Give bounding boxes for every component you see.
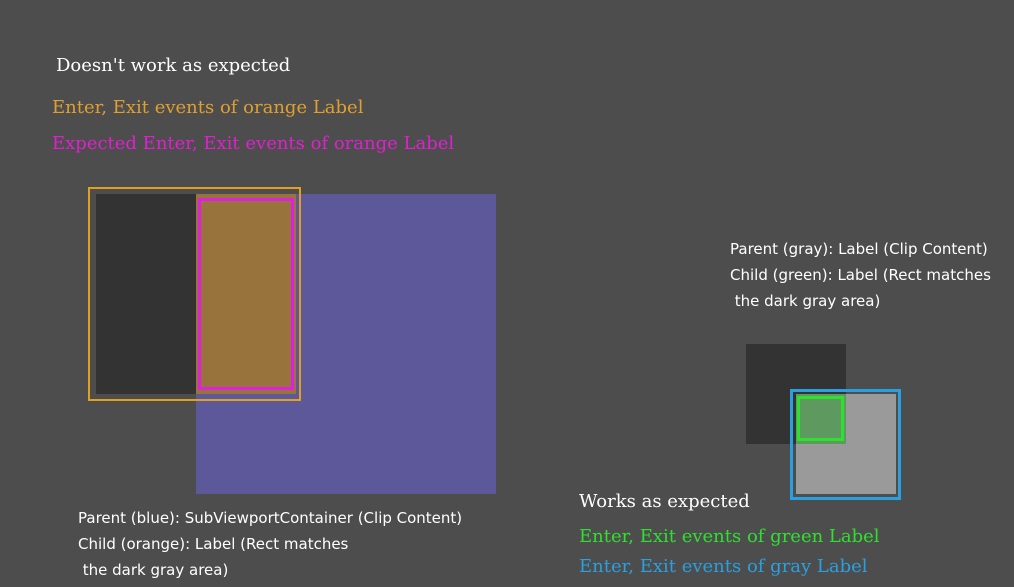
right-caption-line-2: Child (green): Label (Rect matches (730, 266, 991, 284)
legend-orange-label-events: Enter, Exit events of orange Label (52, 97, 364, 118)
right-caption-line-1: Parent (gray): Label (Clip Content) (730, 240, 988, 258)
left-caption-line-3: the dark gray area) (78, 561, 229, 579)
left-title: Doesn't work as expected (56, 55, 291, 76)
green-child-visible-part (796, 394, 846, 444)
dark-gray-area-left (96, 194, 196, 394)
right-caption-line-3: the dark gray area) (730, 292, 881, 310)
orange-child-visible-part (196, 194, 296, 394)
left-caption-line-1: Parent (blue): SubViewportContainer (Cli… (78, 509, 463, 527)
gray-label-events-outline (790, 389, 901, 500)
legend-gray-label-events: Enter, Exit events of gray Label (579, 556, 868, 577)
legend-expected-orange-label-events: Expected Enter, Exit events of orange La… (52, 133, 455, 154)
green-label-events-outline (797, 396, 844, 441)
expected-events-outline (198, 198, 294, 390)
left-caption-line-2: Child (orange): Label (Rect matches (78, 535, 349, 553)
right-title: Works as expected (579, 491, 750, 512)
orange-label-events-outline (88, 187, 301, 401)
legend-green-label-events: Enter, Exit events of green Label (579, 526, 880, 547)
